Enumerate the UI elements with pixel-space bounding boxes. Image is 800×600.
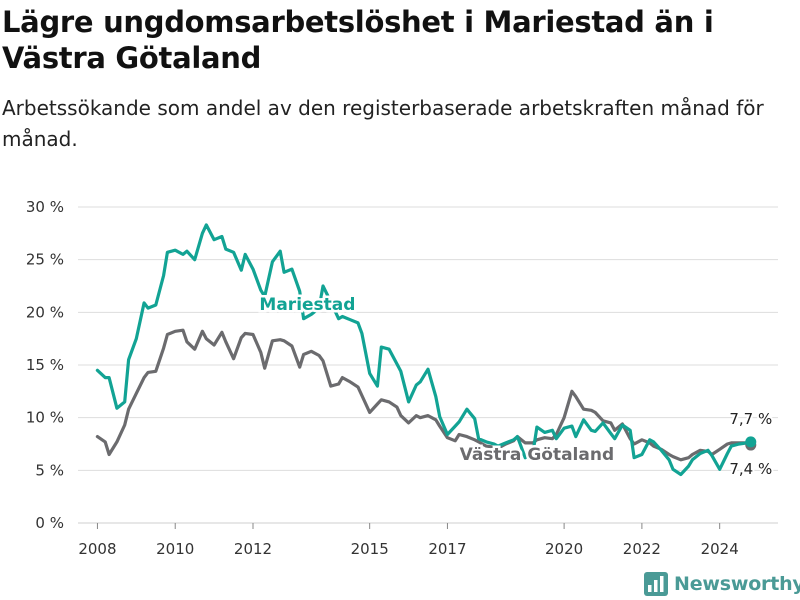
y-tick-label: 15 % xyxy=(26,356,64,374)
series-label-mariestad: Mariestad xyxy=(259,295,355,315)
x-tick-label: 2022 xyxy=(623,540,661,558)
x-tick-label: 2008 xyxy=(78,540,116,558)
brand-name: Newsworthy xyxy=(674,573,800,595)
x-tick-label: 2024 xyxy=(701,540,739,558)
y-tick-label: 0 % xyxy=(35,514,64,532)
y-axis-labels: 0 % 5 % 10 % 15 % 20 % 25 % 30 % xyxy=(26,198,64,532)
series-line-mariestad xyxy=(95,223,753,477)
end-value-label-vastra-gotaland: 7,4 % xyxy=(729,460,772,478)
y-tick-label: 10 % xyxy=(26,409,64,427)
series-line-vastra-gotaland xyxy=(95,328,753,462)
x-tick-label: 2017 xyxy=(428,540,466,558)
series-lines xyxy=(95,223,757,477)
chart-title: Lägre ungdomsarbetslöshet i Mariestad än… xyxy=(2,5,714,75)
y-tick-label: 5 % xyxy=(35,461,64,479)
chart-subtitle: Arbetssökande som andel av den registerb… xyxy=(2,96,764,151)
series-label-vastra-gotaland: Västra Götaland xyxy=(460,445,615,465)
x-tick-label: 2015 xyxy=(351,540,389,558)
x-axis: 2008 2010 2012 2015 2017 2020 2022 2024 xyxy=(78,523,739,558)
end-point-marker xyxy=(745,436,757,448)
end-value-label-mariestad: 7,7 % xyxy=(729,410,772,428)
y-tick-label: 25 % xyxy=(26,251,64,269)
newsworthy-icon xyxy=(644,572,668,596)
x-tick-label: 2012 xyxy=(234,540,272,558)
x-tick-label: 2010 xyxy=(156,540,194,558)
x-tick-label: 2020 xyxy=(545,540,583,558)
grid-lines xyxy=(78,206,778,524)
y-tick-label: 20 % xyxy=(26,303,64,321)
newsworthy-logo[interactable]: Newsworthy xyxy=(644,569,800,599)
y-tick-label: 30 % xyxy=(26,198,64,216)
series-labels: 7,7 % 7,4 % Mariestad Västra Götaland xyxy=(257,293,774,480)
